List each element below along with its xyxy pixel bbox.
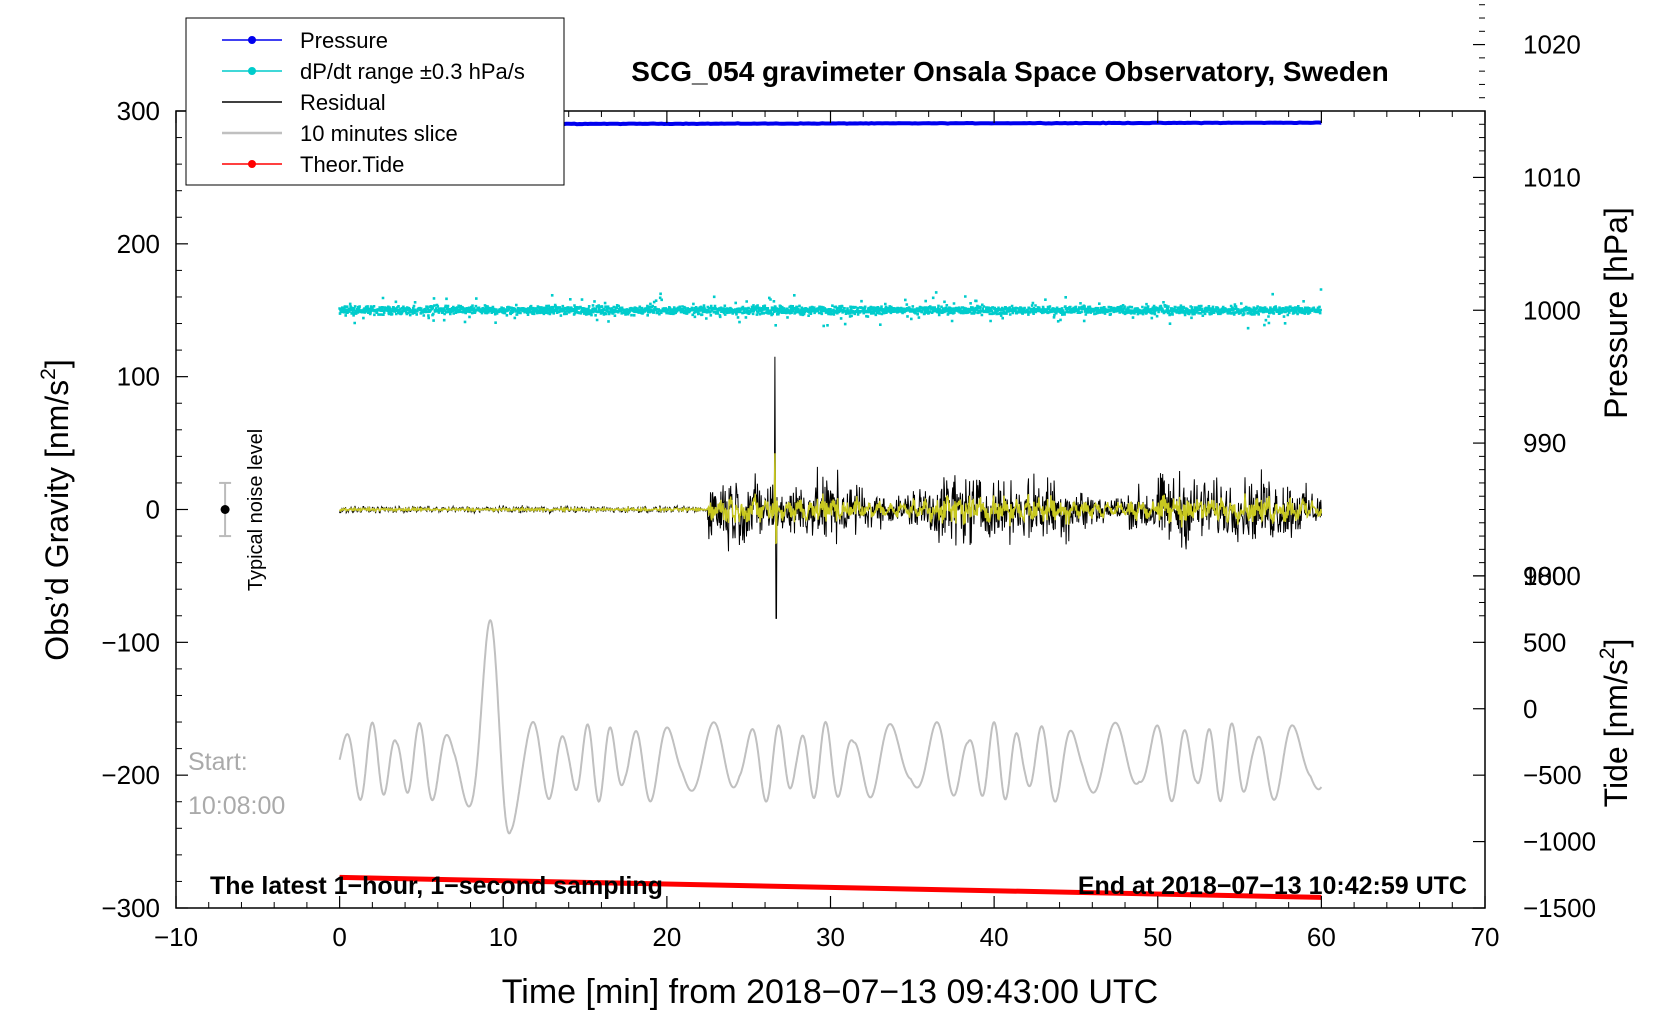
noise-label: Typical noise level	[245, 429, 267, 591]
legend-label-3: 10 minutes slice	[300, 121, 458, 146]
x-tick-label: 40	[980, 922, 1009, 952]
x-tick-label: 30	[816, 922, 845, 952]
tide-line	[339, 874, 1322, 900]
y-left-tick-label: −200	[101, 760, 160, 790]
x-axis-ticks: −10 0 10 20 30 40 50 60 70	[154, 111, 1500, 952]
y-left-tick-label: −100	[101, 627, 160, 657]
x-tick-label: 10	[489, 922, 518, 952]
x-tick-label: 50	[1143, 922, 1172, 952]
slice-line	[338, 619, 1323, 835]
y-tide-tick-label: 500	[1523, 627, 1566, 657]
y-tide-tick-label: 0	[1523, 694, 1537, 724]
y-right-axis-ticks: 103010201010100099098010005000−500−1000−…	[1473, 4, 1596, 923]
y-pressure-tick-label: 1000	[1523, 295, 1581, 325]
y-pressure-tick-label: 1010	[1523, 162, 1581, 192]
y-pressure-axis-label: Pressure [hPa]	[1598, 207, 1634, 419]
legend: Pressure dP/dt range ±0.3 hPa/s Residual 10…	[185, 17, 565, 186]
series-residual-filtered	[338, 453, 1323, 545]
y-tide-tick-label: −1500	[1523, 893, 1596, 923]
dpdt-points	[338, 288, 1323, 330]
residual-filtered-line	[338, 453, 1323, 545]
legend-label-4: Theor.Tide	[300, 152, 404, 177]
start-label: Start:	[188, 748, 248, 776]
x-tick-label: 60	[1307, 922, 1336, 952]
y-tide-tick-label: −500	[1523, 760, 1582, 790]
x-tick-label: 20	[652, 922, 681, 952]
caption-left: The latest 1−hour, 1−second sampling	[210, 872, 663, 900]
chart-title: SCG_054 gravimeter Onsala Space Observat…	[631, 56, 1388, 87]
y-left-tick-label: 100	[117, 362, 160, 392]
series-theor-tide	[339, 874, 1322, 900]
y-tide-tick-label: −1000	[1523, 827, 1596, 857]
noise-point	[220, 505, 230, 514]
y-left-tick-label: 300	[117, 96, 160, 126]
x-axis-label: Time [min] from 2018−07−13 09:43:00 UTC	[502, 973, 1158, 1011]
legend-label-2: Residual	[300, 90, 386, 115]
y-tide-axis-label: Tide [nm/s2]	[1596, 639, 1634, 808]
y-left-tick-label: 200	[117, 229, 160, 259]
series-dpdt	[338, 288, 1323, 330]
y-left-axis-ticks: 300 200 100 0 −100 −200 −300	[101, 96, 188, 923]
caption-right: End at 2018−07−13 10:42:59 UTC	[1078, 872, 1467, 900]
legend-marker-4	[248, 160, 256, 168]
y-left-tick-label: −300	[101, 893, 160, 923]
y-pressure-tick-label: 1020	[1523, 30, 1581, 60]
y-pressure-tick-label: 990	[1523, 428, 1566, 458]
x-tick-label: 0	[332, 922, 346, 952]
x-tick-label: −10	[154, 922, 198, 952]
y-left-tick-label: 0	[146, 495, 160, 525]
legend-marker-0	[248, 36, 256, 44]
noise-marker	[219, 481, 232, 538]
x-tick-label: 70	[1471, 922, 1500, 952]
legend-label-0: Pressure	[300, 28, 388, 53]
series-10-minutes-slice	[338, 619, 1323, 835]
y-tide-tick-label: 1000	[1523, 561, 1581, 591]
legend-marker-1	[248, 67, 256, 75]
legend-label-1: dP/dt range ±0.3 hPa/s	[300, 59, 525, 84]
start-time: 10:08:00	[188, 792, 285, 820]
y-left-axis-label: Obs’d Gravity [nm/s2]	[37, 359, 75, 661]
y-pressure-tick-label: 980	[1523, 561, 1566, 591]
